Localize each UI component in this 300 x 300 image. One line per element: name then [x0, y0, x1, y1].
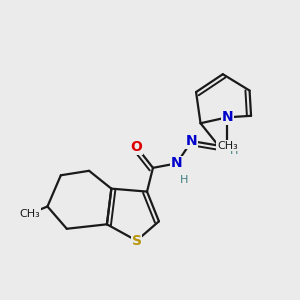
Text: S: S: [132, 234, 142, 248]
Text: O: O: [131, 140, 142, 154]
Text: CH₃: CH₃: [19, 209, 40, 219]
Text: N: N: [221, 110, 233, 124]
Text: CH₃: CH₃: [217, 140, 238, 151]
Text: H: H: [230, 146, 238, 156]
Text: N: N: [171, 156, 183, 170]
Text: H: H: [180, 175, 188, 185]
Text: N: N: [186, 134, 197, 148]
